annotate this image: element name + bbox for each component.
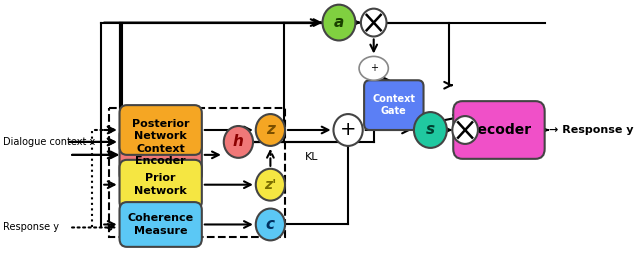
FancyBboxPatch shape [120,127,202,182]
Text: z: z [266,123,275,137]
Circle shape [256,209,285,240]
Circle shape [361,9,387,36]
Text: Decoder: Decoder [467,123,531,137]
FancyBboxPatch shape [453,101,545,159]
Text: KL: KL [305,152,318,162]
Circle shape [256,114,285,146]
Circle shape [256,169,285,201]
Text: +: + [340,121,356,140]
Text: → Response y: → Response y [549,125,634,135]
Circle shape [224,126,253,158]
Text: Prior
Network: Prior Network [134,173,187,196]
Ellipse shape [359,56,388,80]
Text: Coherence
Measure: Coherence Measure [127,213,194,236]
Circle shape [323,5,355,41]
FancyBboxPatch shape [120,105,202,155]
Text: +: + [370,63,378,73]
FancyBboxPatch shape [364,80,424,130]
Text: Response y: Response y [3,223,58,233]
Text: Context
Gate: Context Gate [372,94,415,116]
Circle shape [414,112,447,148]
Text: Dialogue context x: Dialogue context x [3,137,95,147]
Text: c: c [266,217,275,232]
Text: Posterior
Network: Posterior Network [132,119,189,141]
Text: a: a [334,15,344,30]
FancyBboxPatch shape [120,202,202,247]
Text: z': z' [264,178,276,192]
Text: s: s [426,123,435,137]
FancyBboxPatch shape [120,160,202,209]
Circle shape [452,116,478,144]
Circle shape [333,114,363,146]
Text: h: h [233,134,244,149]
Text: Context
Encoder: Context Encoder [136,144,186,166]
